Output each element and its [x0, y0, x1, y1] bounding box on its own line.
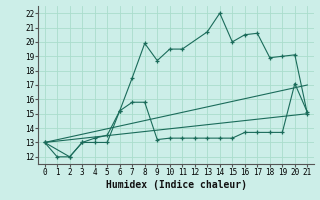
X-axis label: Humidex (Indice chaleur): Humidex (Indice chaleur)	[106, 180, 246, 190]
